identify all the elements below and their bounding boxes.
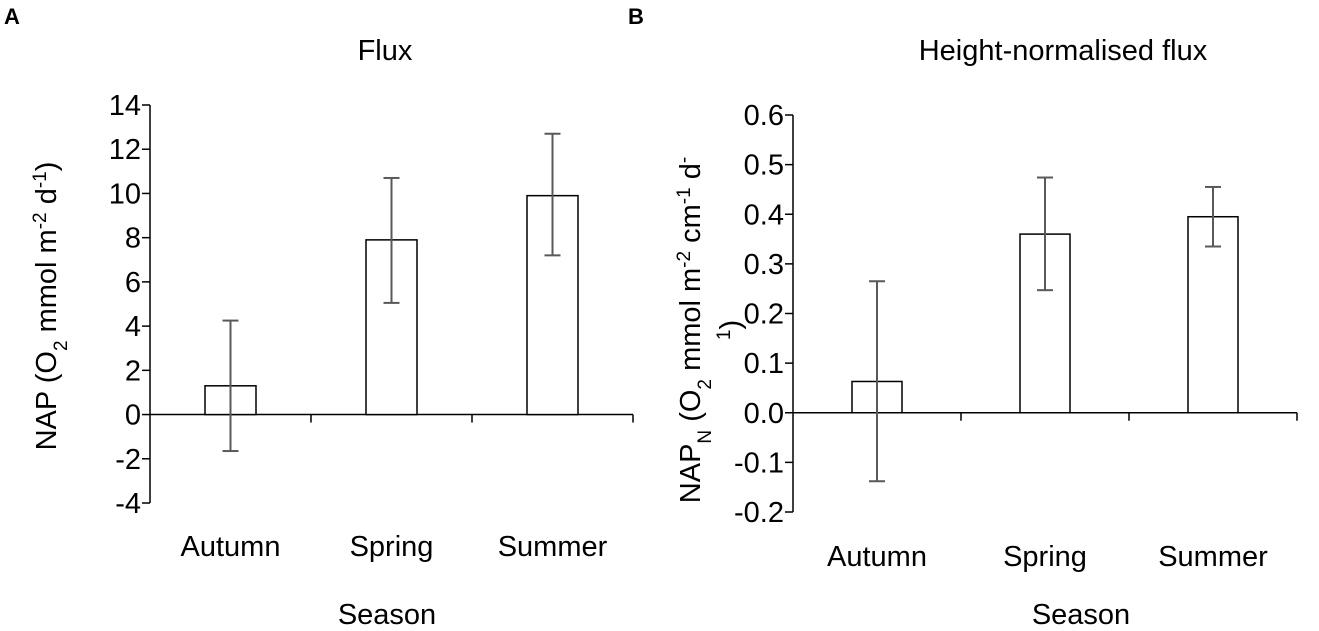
category-label-summer: Summer: [498, 531, 608, 563]
y-tick-label: 14: [109, 90, 141, 122]
axis-title-part: -2: [674, 251, 695, 268]
axis-title-part: NAP (O: [31, 351, 63, 450]
chart-panel-a: A Flux Season NAP (O2 mmol m-2 d-1) -4-2…: [4, 4, 634, 631]
y-axis-title-b: NAPN (O2 mmol m-2 cm-1 d-: [674, 157, 716, 503]
category-label-spring: Spring: [1003, 541, 1087, 573]
chart-title-a: Flux: [358, 35, 413, 67]
y-tick-label: 8: [125, 223, 141, 255]
y-tick-label: -0.1: [734, 447, 784, 479]
axis-title-part: 2: [51, 340, 72, 351]
y-tick-label: 0.3: [744, 249, 784, 281]
category-label-summer: Summer: [1158, 541, 1268, 573]
axis-title-part: N: [695, 430, 716, 444]
y-tick-label: 0.4: [744, 199, 784, 231]
axis-title-part: ): [715, 320, 747, 330]
y-tick-label: 4: [125, 311, 141, 343]
axis-title-part: -1: [30, 171, 51, 188]
category-label-spring: Spring: [350, 531, 434, 563]
y-tick-label: 0.2: [744, 299, 784, 331]
axis-title-part: ): [31, 162, 63, 172]
y-tick-label: 6: [125, 267, 141, 299]
chart-title-b: Height-normalised flux: [919, 35, 1208, 67]
y-tick-label: 2: [125, 355, 141, 387]
axis-title-part: (O: [675, 390, 707, 430]
plot-area-b: -0.2 -0.1 0.0 0.1 0.2 0.3 0.4 0.5 0.6 Autumn Sprin…: [734, 100, 1298, 573]
x-axis-title-a: Season: [338, 599, 436, 631]
y-tick-label: 0: [125, 400, 141, 432]
y-tick-label: 0.1: [744, 348, 784, 380]
y-tick-label: 0.5: [744, 150, 784, 182]
axis-title-part: -2: [30, 212, 51, 229]
category-label-autumn: Autumn: [181, 531, 281, 563]
axis-title-part: mmol m: [675, 268, 707, 379]
axis-title-part: cm: [675, 204, 707, 251]
axis-title-part: -: [674, 157, 695, 163]
y-axis-title-b-continued: 1): [714, 320, 748, 340]
chart-panel-b: B Height-normalised flux Season NAPN (O2…: [628, 4, 1298, 631]
y-tick-label: 10: [109, 178, 141, 210]
axis-title-part: NAP: [675, 444, 707, 504]
axis-title-part: -1: [674, 187, 695, 204]
y-tick-label: 0.0: [744, 398, 784, 430]
panel-label-b: B: [628, 4, 644, 29]
y-tick-label: 12: [109, 134, 141, 166]
axis-title-part: mmol m: [31, 229, 63, 340]
axis-title-part: 1: [714, 330, 735, 341]
y-tick-label: -2: [115, 444, 141, 476]
category-label-autumn: Autumn: [827, 541, 927, 573]
panel-label-a: A: [4, 4, 20, 29]
y-tick-label: -0.2: [734, 497, 784, 529]
axis-title-part: 2: [695, 379, 716, 390]
x-axis-title-b: Season: [1032, 599, 1130, 631]
bar-summer: [1187, 215, 1239, 414]
axis-title-part: d: [31, 188, 63, 212]
axis-title-part: d: [675, 163, 707, 187]
plot-area-a: -4 -2 0 2 4 6 8 10 12 14 Autumn Spring Summer: [109, 90, 634, 563]
y-tick-label: 0.6: [744, 100, 784, 132]
y-axis-title-a: NAP (O2 mmol m-2 d-1): [30, 162, 72, 451]
y-tick-label: -4: [115, 488, 141, 520]
